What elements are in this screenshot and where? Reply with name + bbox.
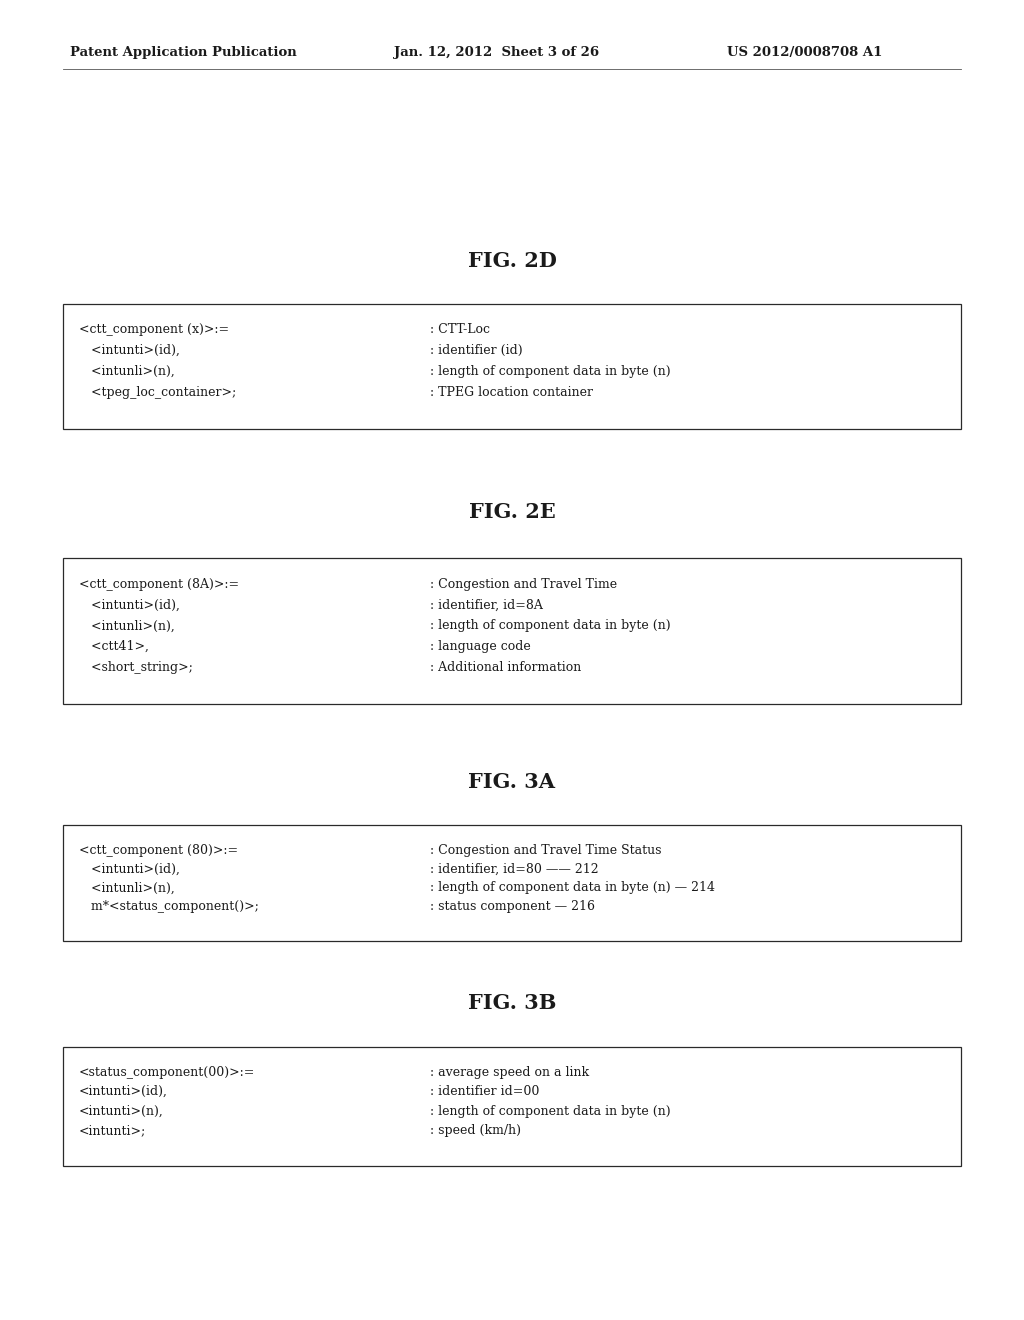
Text: : identifier, id=80 —— 212: : identifier, id=80 —— 212 (430, 862, 599, 875)
Text: <intunli>(n),: <intunli>(n), (79, 366, 175, 378)
Text: <intunti>(id),: <intunti>(id), (79, 1085, 168, 1098)
Text: <intunli>(n),: <intunli>(n), (79, 619, 175, 632)
Text: <intunti>(id),: <intunti>(id), (79, 345, 180, 358)
Text: : CTT-Loc: : CTT-Loc (430, 323, 490, 337)
Text: <status_component(00)>:=: <status_component(00)>:= (79, 1065, 255, 1078)
Text: <short_string>;: <short_string>; (79, 660, 193, 673)
Text: <intunti>;: <intunti>; (79, 1123, 146, 1137)
Text: FIG. 2D: FIG. 2D (468, 251, 556, 271)
FancyBboxPatch shape (63, 825, 961, 941)
Text: : length of component data in byte (n): : length of component data in byte (n) (430, 1105, 671, 1118)
Text: <intunti>(id),: <intunti>(id), (79, 862, 180, 875)
FancyBboxPatch shape (63, 304, 961, 429)
Text: : speed (km/h): : speed (km/h) (430, 1123, 521, 1137)
Text: <intunti>(id),: <intunti>(id), (79, 599, 180, 611)
FancyBboxPatch shape (63, 558, 961, 704)
Text: <ctt_component (8A)>:=: <ctt_component (8A)>:= (79, 578, 239, 591)
Text: : length of component data in byte (n) — 214: : length of component data in byte (n) —… (430, 882, 715, 894)
Text: FIG. 3A: FIG. 3A (469, 772, 555, 792)
Text: <intunli>(n),: <intunli>(n), (79, 882, 175, 894)
Text: <ctt41>,: <ctt41>, (79, 640, 148, 653)
Text: : status component — 216: : status component — 216 (430, 900, 595, 913)
Text: <intunti>(n),: <intunti>(n), (79, 1105, 164, 1118)
Text: <tpeg_loc_container>;: <tpeg_loc_container>; (79, 385, 237, 399)
Text: : Congestion and Travel Time: : Congestion and Travel Time (430, 578, 617, 591)
Text: m*<status_component()>;: m*<status_component()>; (79, 900, 259, 913)
Text: Jan. 12, 2012  Sheet 3 of 26: Jan. 12, 2012 Sheet 3 of 26 (394, 46, 599, 59)
FancyBboxPatch shape (63, 1047, 961, 1166)
Text: : identifier id=00: : identifier id=00 (430, 1085, 540, 1098)
Text: FIG. 2E: FIG. 2E (469, 502, 555, 521)
Text: : Congestion and Travel Time Status: : Congestion and Travel Time Status (430, 843, 662, 857)
Text: : TPEG location container: : TPEG location container (430, 385, 593, 399)
Text: : language code: : language code (430, 640, 530, 653)
Text: : length of component data in byte (n): : length of component data in byte (n) (430, 619, 671, 632)
Text: : identifier (id): : identifier (id) (430, 345, 522, 358)
Text: : length of component data in byte (n): : length of component data in byte (n) (430, 366, 671, 378)
Text: Patent Application Publication: Patent Application Publication (70, 46, 296, 59)
Text: <ctt_component (x)>:=: <ctt_component (x)>:= (79, 323, 229, 337)
Text: : identifier, id=8A: : identifier, id=8A (430, 599, 543, 611)
Text: : average speed on a link: : average speed on a link (430, 1065, 589, 1078)
Text: : Additional information: : Additional information (430, 660, 582, 673)
Text: <ctt_component (80)>:=: <ctt_component (80)>:= (79, 843, 238, 857)
Text: US 2012/0008708 A1: US 2012/0008708 A1 (727, 46, 883, 59)
Text: FIG. 3B: FIG. 3B (468, 993, 556, 1012)
